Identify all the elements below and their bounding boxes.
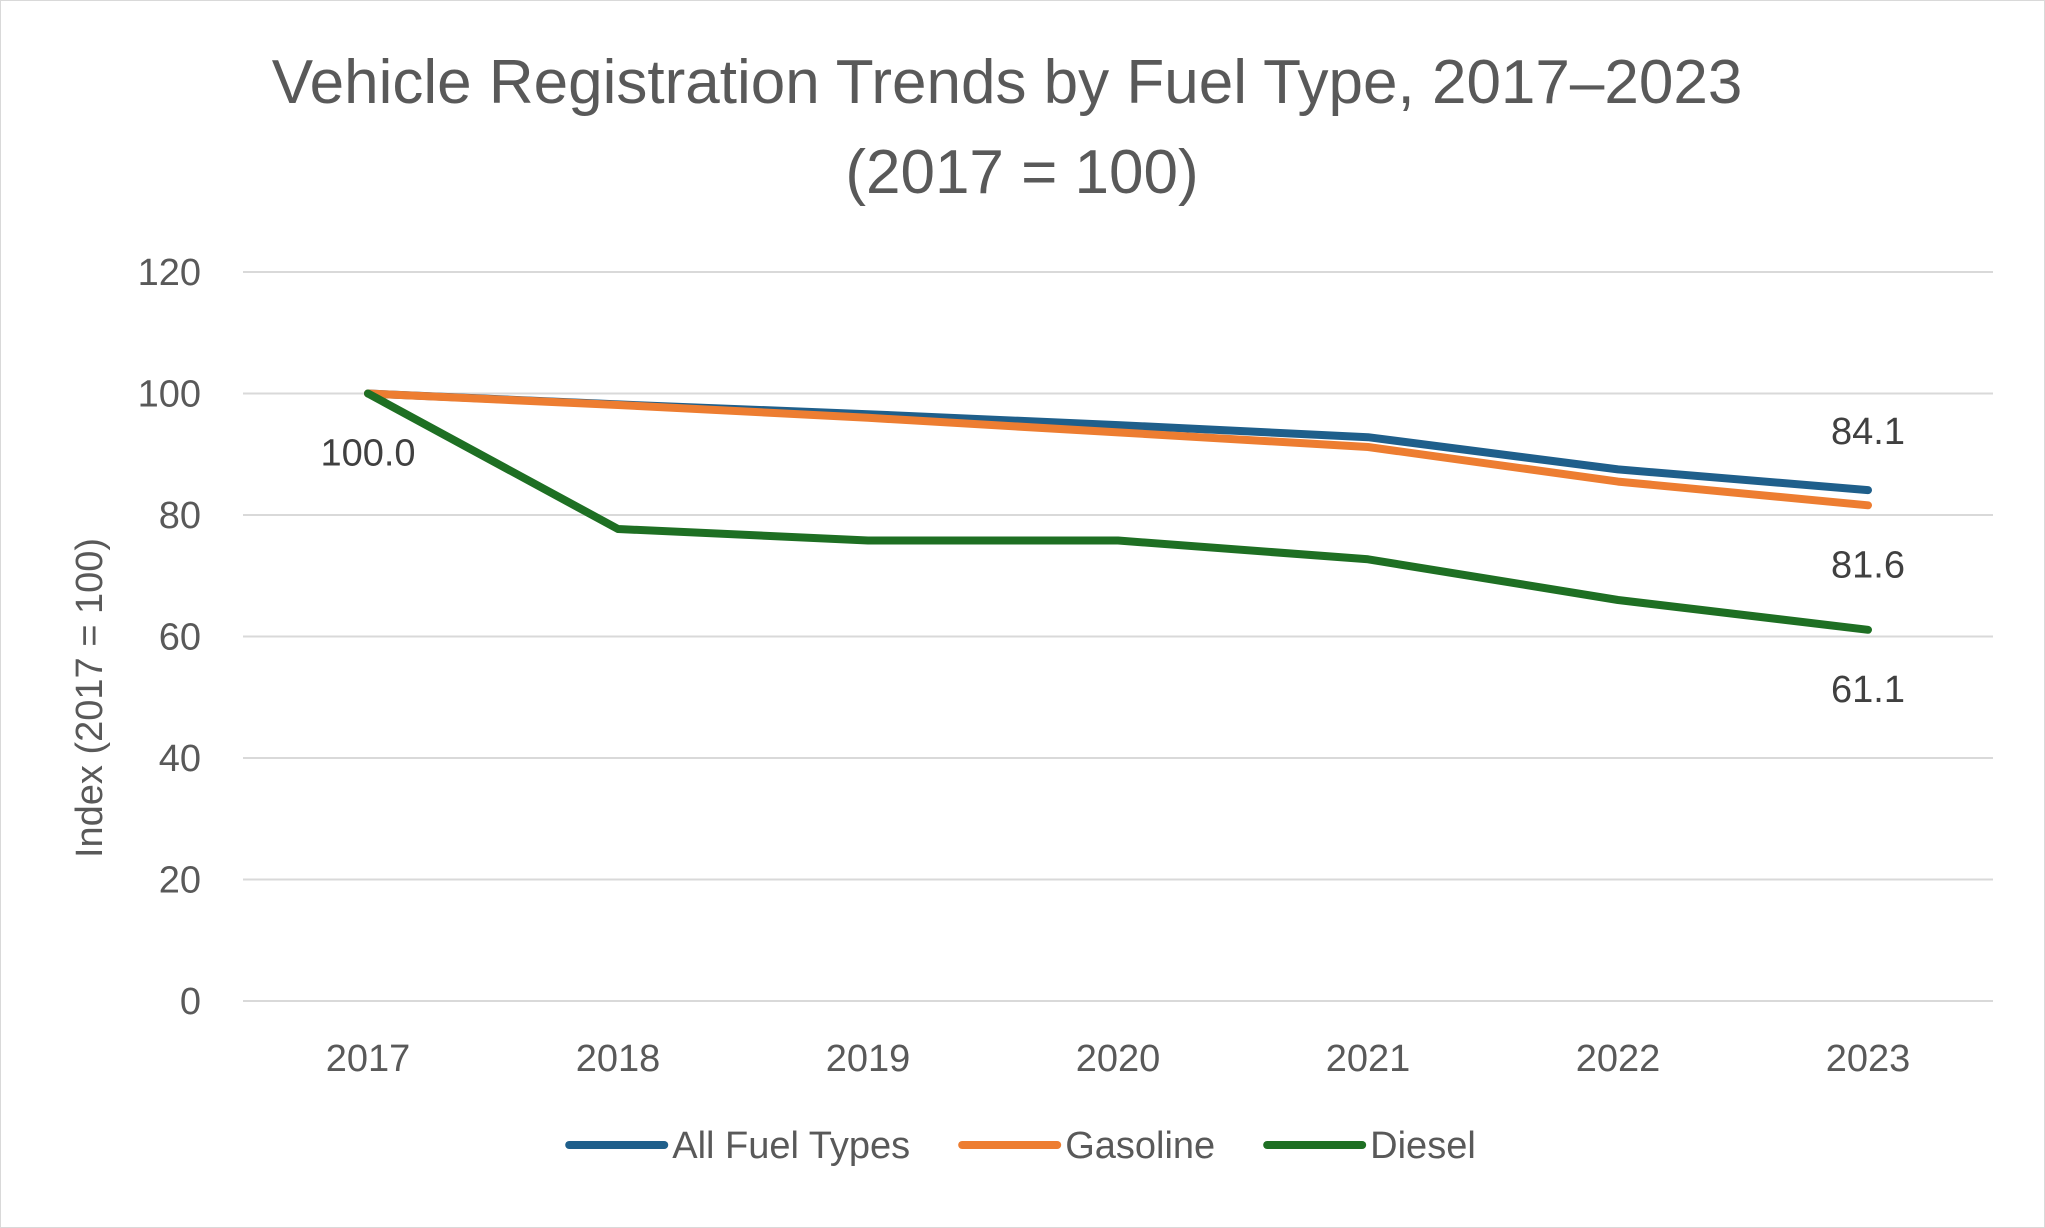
y-axis-ticks: 0 20 40 60 80 100 120 — [138, 252, 201, 1023]
series-lines — [364, 389, 1872, 634]
legend-label: Gasoline — [1065, 1125, 1215, 1167]
y-tick-label: 80 — [159, 495, 201, 537]
x-axis-ticks: 2017 2018 2019 2020 2021 2022 2023 — [326, 1038, 1911, 1080]
y-tick-label: 60 — [159, 617, 201, 659]
legend-label: All Fuel Types — [672, 1125, 910, 1167]
y-tick-label: 0 — [180, 981, 201, 1023]
x-tick-label: 2023 — [1826, 1038, 1911, 1080]
legend-item: All Fuel Types — [565, 1125, 910, 1167]
x-tick-label: 2019 — [826, 1038, 911, 1080]
series-line-gasoline — [364, 389, 1872, 510]
data-label: 84.1 — [1831, 411, 1905, 453]
x-tick-label: 2020 — [1076, 1038, 1161, 1080]
y-axis-title: Index (2017 = 100) — [69, 538, 111, 858]
legend: All Fuel Types Gasoline Diesel — [565, 1125, 1476, 1167]
data-label: 81.6 — [1831, 544, 1905, 586]
data-labels: 100.0 84.1 81.6 61.1 — [320, 411, 1905, 711]
y-tick-label: 20 — [159, 860, 201, 902]
y-tick-label: 120 — [138, 252, 201, 294]
x-tick-label: 2017 — [326, 1038, 411, 1080]
legend-item: Diesel — [1263, 1125, 1476, 1167]
y-tick-label: 40 — [159, 738, 201, 780]
legend-label: Diesel — [1370, 1125, 1476, 1167]
chart-title: Vehicle Registration Trends by Fuel Type… — [272, 48, 1743, 117]
chart-subtitle: (2017 = 100) — [845, 138, 1198, 207]
data-label: 100.0 — [320, 433, 415, 475]
x-tick-label: 2018 — [576, 1038, 661, 1080]
x-tick-label: 2022 — [1576, 1038, 1661, 1080]
y-tick-label: 100 — [138, 374, 201, 416]
series-line-diesel — [364, 389, 1872, 634]
legend-item: Gasoline — [958, 1125, 1215, 1167]
series-line-all-fuel-types — [364, 389, 1872, 495]
gridlines — [243, 271, 1993, 1002]
data-label: 61.1 — [1831, 669, 1905, 711]
x-tick-label: 2021 — [1326, 1038, 1411, 1080]
